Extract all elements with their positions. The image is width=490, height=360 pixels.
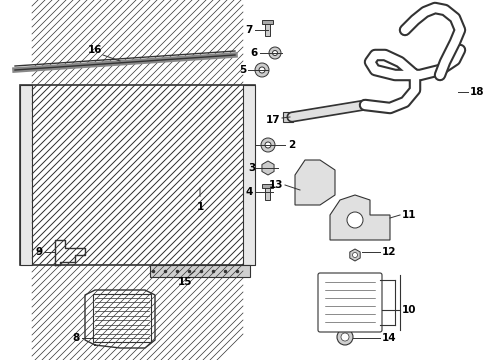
Text: 9: 9 (36, 247, 43, 257)
Text: 8: 8 (73, 333, 80, 343)
Circle shape (265, 142, 271, 148)
Polygon shape (330, 195, 390, 240)
Bar (265, 22, 270, 36)
Polygon shape (295, 160, 335, 205)
Text: 18: 18 (470, 87, 485, 97)
Circle shape (259, 67, 265, 73)
Text: 4: 4 (245, 187, 253, 197)
Text: 12: 12 (382, 247, 396, 257)
Circle shape (352, 252, 358, 257)
Text: 13: 13 (269, 180, 283, 190)
Text: 7: 7 (245, 25, 253, 35)
Bar (262, 184, 273, 188)
Circle shape (347, 212, 363, 228)
Bar (243, 85, 255, 265)
Circle shape (341, 333, 349, 341)
Text: 10: 10 (402, 305, 416, 315)
Circle shape (272, 50, 277, 55)
Circle shape (337, 329, 353, 345)
Text: 2: 2 (288, 140, 295, 150)
Bar (150, 265, 250, 277)
FancyBboxPatch shape (20, 85, 255, 265)
Circle shape (255, 63, 269, 77)
Bar (20, 85, 32, 265)
Text: 3: 3 (249, 163, 256, 173)
FancyBboxPatch shape (318, 273, 382, 332)
Text: 11: 11 (402, 210, 416, 220)
Text: 16: 16 (88, 45, 102, 55)
Text: 5: 5 (239, 65, 246, 75)
Bar (265, 186, 270, 200)
Text: 1: 1 (196, 188, 204, 212)
Circle shape (269, 47, 281, 59)
Bar (262, 20, 273, 24)
Text: 6: 6 (251, 48, 258, 58)
Text: 14: 14 (382, 333, 396, 343)
Bar (93, 294, 151, 342)
Text: 15: 15 (178, 277, 192, 287)
Circle shape (261, 138, 275, 152)
Text: 17: 17 (266, 115, 280, 125)
Bar (283, 112, 293, 122)
